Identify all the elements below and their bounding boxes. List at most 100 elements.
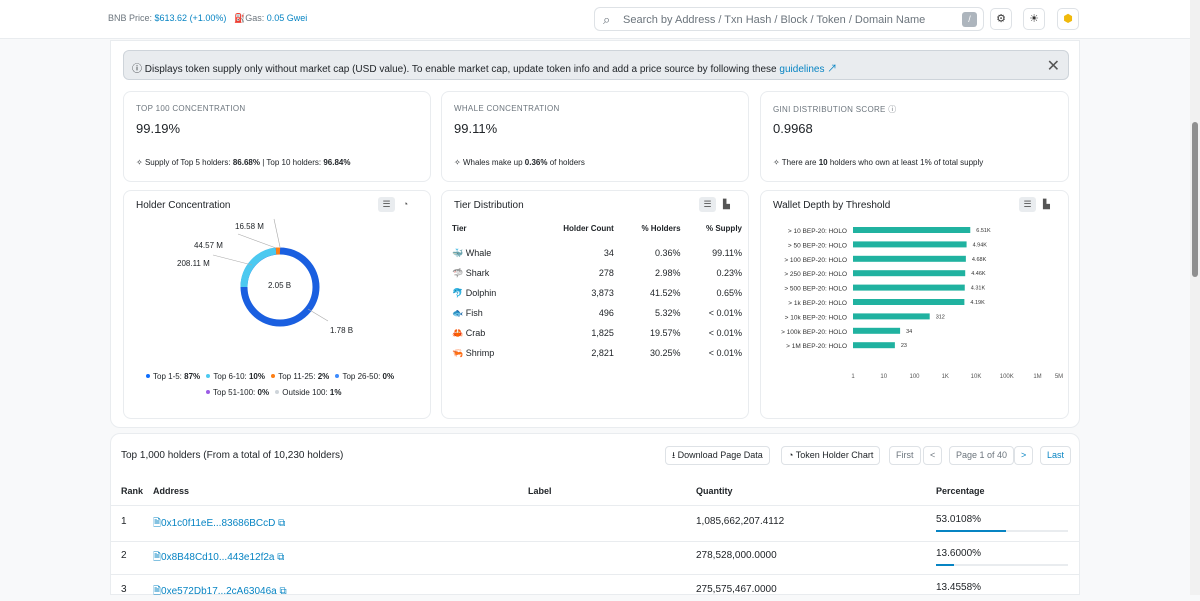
bar-value-label: 4.46K <box>971 271 986 277</box>
bar-value-label: 4.94K <box>973 242 988 248</box>
whale-icon: 🐳 <box>452 248 463 258</box>
stat-footnote: ✧ Supply of Top 5 holders: 86.68% | Top … <box>136 158 350 167</box>
view-toggle: ☰▙ <box>1017 197 1055 212</box>
slice-label: 1.78 B <box>330 326 353 335</box>
list-view-icon[interactable]: ☰ <box>699 197 716 212</box>
holder-address[interactable]: 🗎0xe572Db17...2cA63046a ⧉ <box>153 584 287 601</box>
sparkle-icon: ✧ <box>773 158 780 167</box>
copy-icon[interactable]: ⧉ <box>279 586 286 597</box>
callout-line <box>213 255 252 265</box>
settings-gear-icon[interactable]: ⚙ <box>990 8 1012 30</box>
crab-icon: 🦀 <box>452 328 463 338</box>
bar-value-label: 4.31K <box>971 286 986 292</box>
holder-address[interactable]: 🗎0x8B48Cd10...443e12f2a ⧉ <box>153 550 284 567</box>
bar-value-label: 4.19K <box>970 300 985 306</box>
x-tick-label: 1K <box>942 374 949 380</box>
depth-bar[interactable] <box>853 285 965 291</box>
scrollbar-thumb[interactable] <box>1192 122 1198 277</box>
callout-line <box>274 219 280 247</box>
top100-concentration-card: TOP 100 CONCENTRATION 99.19% ✧ Supply of… <box>123 91 431 182</box>
stat-value: 99.19% <box>136 121 180 136</box>
col-rank: Rank <box>121 486 143 496</box>
depth-bar[interactable] <box>853 256 966 262</box>
slice-label: 2.05 B <box>268 281 291 290</box>
download-button[interactable]: ⭳ Download Page Data <box>665 446 770 465</box>
bnb-price-value[interactable]: $613.62 (+1.00%) <box>155 13 227 23</box>
holder-address[interactable]: 🗎0x1c0f11eE...83686BCcD ⧉ <box>153 516 285 533</box>
copy-icon[interactable]: ⧉ <box>277 552 284 563</box>
theme-sun-icon[interactable]: ☀ <box>1023 8 1045 30</box>
stat-label: TOP 100 CONCENTRATION <box>136 104 245 113</box>
chart-legend: Top 1-5: 87% Top 6-10: 10% Top 11-25: 2%… <box>142 372 394 381</box>
x-tick-label: 100K <box>1000 374 1014 380</box>
bar-category-label: > 100k BEP-20: HOLO <box>781 329 847 336</box>
legend-dot <box>146 374 150 378</box>
depth-bar[interactable] <box>853 342 895 348</box>
download-icon: ⭳ <box>672 450 675 460</box>
sparkle-icon: ✧ <box>454 158 461 167</box>
stat-footnote: ✧ Whales make up 0.36% of holders <box>454 158 585 167</box>
legend-dot <box>271 374 275 378</box>
holders-title: Top 1,000 holders (From a total of 10,23… <box>121 450 343 461</box>
col-pct-supply: % Supply <box>681 224 742 243</box>
bnb-logo-icon[interactable]: ⬢ <box>1057 8 1079 30</box>
analytics-panel: ⓘ Displays token supply only without mar… <box>110 40 1080 428</box>
list-view-icon[interactable]: ☰ <box>1019 197 1036 212</box>
depth-bar[interactable] <box>853 328 900 334</box>
last-page-button[interactable]: Last <box>1040 446 1071 465</box>
gini-score-card: GINI DISTRIBUTION SCORE ⓘ 0.9968 ✧ There… <box>760 91 1069 182</box>
depth-bar[interactable] <box>853 227 970 233</box>
pie-chart-icon: ◔ <box>788 450 793 460</box>
percentage-bar-fill <box>936 564 954 566</box>
shark-icon: 🦈 <box>452 268 463 278</box>
whale-concentration-card: WHALE CONCENTRATION 99.11% ✧ Whales make… <box>441 91 749 182</box>
next-page-button[interactable]: > <box>1014 446 1033 465</box>
bar-category-label: > 100 BEP-20: HOLO <box>784 257 847 264</box>
bar-view-icon[interactable]: ▙ <box>718 197 735 212</box>
slice-label: 16.58 M <box>235 222 264 231</box>
rank: 2 <box>121 550 127 561</box>
copy-icon[interactable]: ⧉ <box>278 518 285 529</box>
depth-bar[interactable] <box>853 313 930 319</box>
percentage-bar <box>936 530 1068 532</box>
depth-bar[interactable] <box>853 241 967 247</box>
slice-label: 208.11 M <box>177 259 210 268</box>
info-icon: ⓘ <box>132 64 142 75</box>
col-quantity: Quantity <box>696 486 733 496</box>
scrollbar[interactable] <box>1190 0 1200 595</box>
info-alert: ⓘ Displays token supply only without mar… <box>123 50 1069 80</box>
divider <box>111 505 1079 506</box>
pie-view-icon[interactable]: ◔ <box>397 197 414 212</box>
bar-view-icon[interactable]: ▙ <box>1038 197 1055 212</box>
bar-category-label: > 500 BEP-20: HOLO <box>784 286 847 293</box>
slice-label: 44.57 M <box>194 241 223 250</box>
close-icon[interactable]: ✕ <box>1047 56 1060 76</box>
prev-page-button[interactable]: < <box>923 446 942 465</box>
depth-bar[interactable] <box>853 299 964 305</box>
token-holder-chart-button[interactable]: ◔ Token Holder Chart <box>781 446 880 465</box>
document-icon: 🗎 <box>153 586 161 597</box>
search-input[interactable]: ⌕ Search by Address / Txn Hash / Block /… <box>594 7 984 31</box>
depth-bar[interactable] <box>853 270 965 276</box>
chart-legend-row2: Top 51-100: 0% Outside 100: 1% <box>202 388 341 397</box>
bar-value-label: 4.68K <box>972 257 987 263</box>
col-label: Label <box>528 486 552 496</box>
card-title: Tier Distribution <box>454 200 524 211</box>
gas-value[interactable]: 0.05 Gwei <box>267 13 308 23</box>
search-shortcut: / <box>962 12 977 27</box>
guidelines-link[interactable]: guidelines ↗ <box>779 64 837 75</box>
stat-value: 0.9968 <box>773 121 813 136</box>
info-icon[interactable]: ⓘ <box>888 105 896 114</box>
search-icon: ⌕ <box>603 12 610 28</box>
col-tier: Tier <box>452 224 527 243</box>
view-toggle: ☰◔ <box>376 197 414 212</box>
list-view-icon[interactable]: ☰ <box>378 197 395 212</box>
gas-pump-icon: ⛽ <box>234 13 245 23</box>
legend-dot <box>206 374 210 378</box>
fish-icon: 🐟 <box>452 308 463 318</box>
first-page-button[interactable]: First <box>889 446 921 465</box>
divider <box>111 574 1079 575</box>
